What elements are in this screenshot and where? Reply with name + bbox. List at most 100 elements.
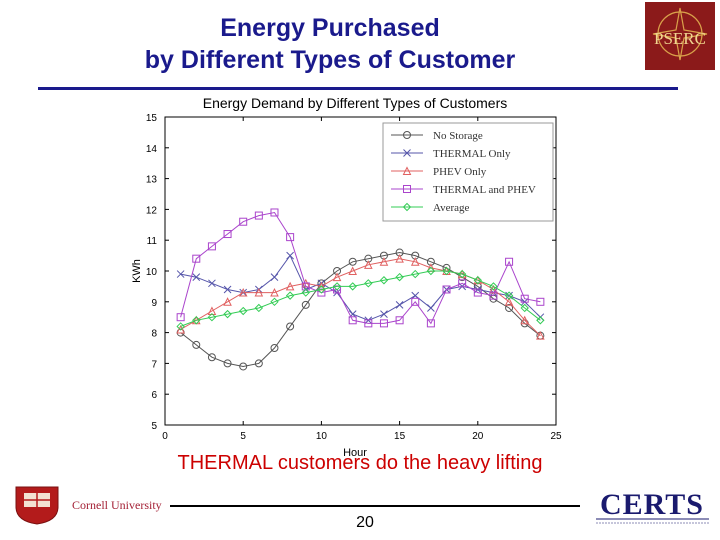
data-point-phev-only xyxy=(176,324,185,334)
pserc-logo: PSERC xyxy=(645,2,715,70)
y-tick-label: 11 xyxy=(147,236,158,247)
data-point-thermal-and-phev xyxy=(458,279,467,288)
page-number: 20 xyxy=(356,514,374,531)
data-point-thermal-and-phev xyxy=(442,285,451,294)
legend-label: THERMAL Only xyxy=(433,148,511,160)
chart-legend: No Storage THERMAL Only PHEV Only THERMAL a… xyxy=(382,122,554,222)
y-axis-label: KWh xyxy=(131,259,143,283)
data-point-thermal-only xyxy=(286,251,294,260)
x-tick-label: 15 xyxy=(394,431,406,442)
legend-box xyxy=(382,122,554,222)
data-point-phev-only xyxy=(285,281,295,291)
data-point-average xyxy=(176,322,185,331)
data-point-thermal-and-phev xyxy=(536,297,545,306)
legend-swatch-marker xyxy=(402,202,412,212)
data-point-no-storage xyxy=(348,257,357,266)
legend-label: No Storage xyxy=(433,130,483,142)
data-point-phev-only xyxy=(504,297,514,306)
data-point-phev-only xyxy=(536,331,545,340)
data-point-phev-only xyxy=(270,287,279,297)
legend-swatch-marker xyxy=(403,131,411,139)
cornell-seal-logo xyxy=(15,486,59,525)
data-point-phev-only xyxy=(238,287,248,297)
data-point-phev-only xyxy=(364,260,373,269)
y-tick-label: 12 xyxy=(146,205,158,216)
data-point-thermal-and-phev xyxy=(411,297,420,306)
data-point-no-storage xyxy=(254,359,263,368)
footer-divider xyxy=(170,505,580,507)
data-point-thermal-only xyxy=(208,279,216,288)
data-point-average xyxy=(332,282,342,291)
data-point-no-storage xyxy=(270,344,279,352)
slide-title-line-1: Energy Purchased xyxy=(220,14,440,42)
data-point-average xyxy=(457,269,467,279)
data-point-average xyxy=(254,303,264,313)
data-point-phev-only xyxy=(410,257,420,266)
x-tick-label: 5 xyxy=(240,431,246,442)
series-line-thermal-only xyxy=(180,254,541,321)
series-line-no-storage xyxy=(180,251,541,368)
series-thermal-and-phev xyxy=(176,208,545,328)
energy-demand-chart: Energy Demand by Different Types of Cust… xyxy=(110,90,610,460)
data-point-thermal-only xyxy=(192,273,201,282)
legend-label: THERMAL and PHEV xyxy=(433,184,536,196)
data-point-average xyxy=(520,303,529,313)
data-point-thermal-only xyxy=(380,310,388,318)
data-point-average xyxy=(473,276,483,285)
data-point-no-storage xyxy=(286,322,295,331)
data-point-average xyxy=(192,316,201,325)
legend-swatch-marker xyxy=(403,185,411,193)
series-line-phev-only xyxy=(180,258,541,337)
data-point-average xyxy=(364,279,373,288)
series-no-storage xyxy=(176,248,545,371)
data-point-average xyxy=(504,291,514,300)
legend-label: PHEV Only xyxy=(433,166,487,178)
slide-title: Energy Purchased by Different Types of C… xyxy=(70,12,590,76)
data-point-average xyxy=(317,285,326,294)
x-axis-label: Hour xyxy=(343,447,367,459)
data-point-thermal-and-phev xyxy=(520,294,529,303)
y-tick-label: 13 xyxy=(146,175,158,186)
y-tick-label: 15 xyxy=(146,113,158,124)
data-point-no-storage xyxy=(505,303,514,312)
data-point-phev-only xyxy=(520,315,530,325)
data-point-average xyxy=(348,282,357,291)
data-point-average xyxy=(442,266,451,276)
legend-swatch-marker xyxy=(402,166,412,175)
data-point-average xyxy=(207,312,217,322)
certs-logo-text: CERTS xyxy=(600,488,704,521)
cornell-university-wordmark: Cornell University xyxy=(72,498,162,512)
y-tick-label: 14 xyxy=(146,144,158,155)
data-point-average xyxy=(395,272,404,282)
data-point-phev-only xyxy=(223,297,232,306)
certs-logo: CERTS xyxy=(596,488,709,524)
data-point-thermal-and-phev xyxy=(286,233,295,242)
title-divider xyxy=(38,87,678,90)
data-point-thermal-and-phev xyxy=(270,208,279,217)
data-point-thermal-and-phev xyxy=(176,313,185,322)
data-point-no-storage xyxy=(207,353,216,362)
data-point-phev-only xyxy=(379,257,389,266)
data-point-average xyxy=(489,282,498,291)
data-point-average xyxy=(223,309,232,319)
x-tick-label: 0 xyxy=(162,431,168,442)
data-point-average xyxy=(379,276,389,285)
data-point-average xyxy=(426,266,436,276)
data-point-no-storage xyxy=(301,300,310,309)
data-point-thermal-and-phev xyxy=(348,316,357,325)
data-point-average xyxy=(536,316,545,325)
y-tick-label: 10 xyxy=(146,267,158,278)
chart-title: Energy Demand by Different Types of Cust… xyxy=(203,95,508,111)
y-tick-label: 6 xyxy=(151,390,157,401)
data-point-thermal-only xyxy=(223,285,232,294)
data-point-thermal-only xyxy=(270,273,279,282)
data-point-average xyxy=(270,297,279,307)
y-tick-label: 7 xyxy=(151,359,157,370)
data-point-thermal-and-phev xyxy=(379,319,388,328)
data-point-thermal-and-phev xyxy=(505,257,514,266)
series-average xyxy=(176,266,545,331)
data-point-thermal-and-phev xyxy=(192,254,201,263)
data-point-average xyxy=(411,269,420,279)
data-point-phev-only xyxy=(395,254,404,263)
data-point-phev-only xyxy=(254,287,264,297)
